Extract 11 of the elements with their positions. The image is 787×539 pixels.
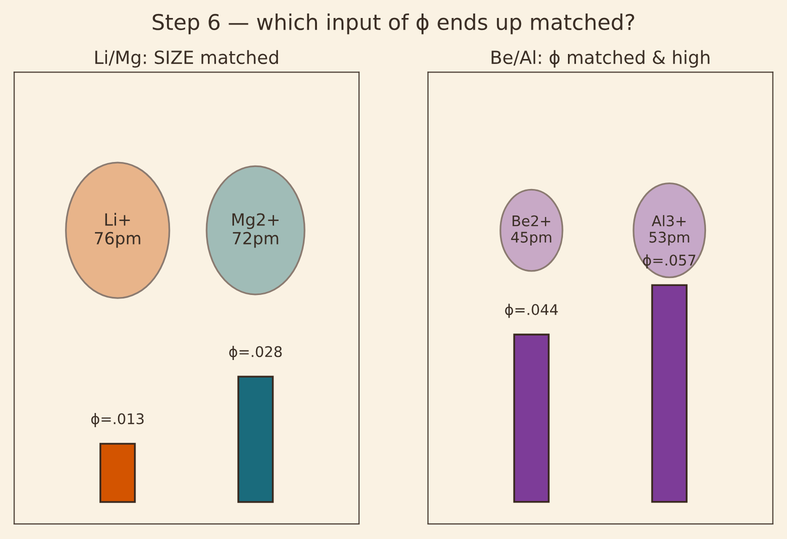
- annotation: Be2+ 45pm: [511, 215, 552, 246]
- chart-title: Step 6 — which input of ϕ ends up matched?: [152, 13, 634, 34]
- data-label: ϕ=.044: [505, 304, 558, 318]
- chart-subtitle: Be/Al: ϕ matched & high: [492, 50, 710, 68]
- data-label: ϕ=.013: [91, 412, 144, 428]
- annotation: Mg2+ 72pm: [232, 213, 279, 248]
- data-label: ϕ=.057: [643, 254, 696, 268]
- annotation: Al3+ 53pm: [649, 215, 690, 246]
- annotation: Li+ 76pm: [94, 212, 140, 248]
- chart-subtitle: Li/Mg: SIZE matched: [95, 50, 278, 68]
- data-label: ϕ=.028: [229, 346, 282, 360]
